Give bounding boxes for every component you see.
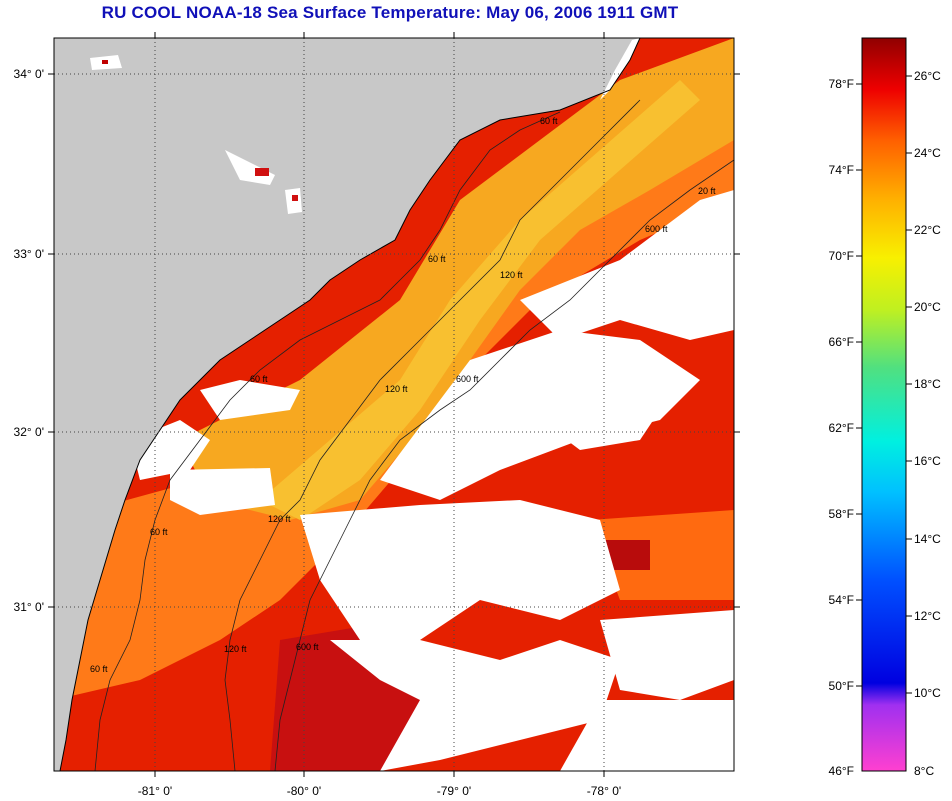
- colorbar-f-label: 50°F: [828, 679, 854, 693]
- contour-label: 120 ft: [500, 270, 523, 280]
- inland-red-spot: [292, 195, 298, 201]
- colorbar-f-label: 46°F: [828, 764, 854, 778]
- colorbar-f-label: 62°F: [828, 421, 854, 435]
- colorbar-ticks: [856, 75, 912, 694]
- contour-label: 120 ft: [385, 384, 408, 394]
- map-title: RU COOL NOAA-18 Sea Surface Temperature:…: [101, 3, 679, 22]
- coastline: [59, 38, 641, 771]
- contour-label: 60 ft: [540, 116, 558, 126]
- colorbar-c-label: 10°C: [914, 686, 941, 700]
- inland-red-spot: [102, 60, 108, 64]
- ocean-yellow-streak: [260, 80, 700, 520]
- cloud-mask: [540, 400, 660, 450]
- lat-label: 34° 0': [13, 67, 44, 81]
- colorbar-c-label: 24°C: [914, 146, 941, 160]
- ocean-orange-patch: [590, 510, 734, 600]
- cloud-mask: [560, 700, 734, 771]
- colorbar-f-label: 58°F: [828, 507, 854, 521]
- lon-label: -78° 0': [586, 784, 622, 798]
- lon-label: -81° 0': [137, 784, 173, 798]
- contour-label: 60 ft: [250, 374, 268, 384]
- cloud-mask: [520, 190, 734, 340]
- contour-60ft: [94, 111, 561, 771]
- lat-label: 32° 0': [13, 425, 44, 439]
- colorbar-f-label: 54°F: [828, 593, 854, 607]
- contour-label: 60 ft: [150, 527, 168, 537]
- graticule: [54, 38, 734, 771]
- ocean-dark-patch: [600, 540, 650, 570]
- coast-strip: [600, 38, 640, 100]
- contour-label: 20 ft: [698, 186, 716, 196]
- colorbar-c-label: 16°C: [914, 454, 941, 468]
- contour-label: 120 ft: [268, 514, 291, 524]
- colorbar-c-label: 26°C: [914, 69, 941, 83]
- contour-label: 120 ft: [224, 644, 247, 654]
- colorbar-f-label: 66°F: [828, 335, 854, 349]
- inland-red-spot: [255, 168, 269, 176]
- colorbar-f-label: 78°F: [828, 77, 854, 91]
- lon-label: -79° 0': [436, 784, 472, 798]
- cloud-mask: [480, 360, 600, 400]
- lon-label: -80° 0': [286, 784, 322, 798]
- map-ticks: [48, 32, 740, 777]
- cloud-mask: [330, 640, 620, 771]
- colorbar: [861, 37, 907, 772]
- contour-label: 60 ft: [428, 254, 446, 264]
- colorbar-c-label: 14°C: [914, 532, 941, 546]
- cloud-mask: [380, 330, 700, 500]
- land-mass: [54, 38, 640, 771]
- contour-label: 600 ft: [645, 224, 668, 234]
- colorbar-c-label: 18°C: [914, 377, 941, 391]
- colorbar-c-label: 8°C: [914, 764, 935, 778]
- lat-label: 33° 0': [13, 247, 44, 261]
- colorbar-c-label: 22°C: [914, 223, 941, 237]
- cloud-mask: [600, 610, 734, 700]
- contour-label: 600 ft: [456, 374, 479, 384]
- map-frame: [53, 37, 735, 772]
- colorbar-c-label: 12°C: [914, 609, 941, 623]
- colorbar-c-label: 20°C: [914, 300, 941, 314]
- cloud-mask: [200, 380, 300, 420]
- lat-label: 31° 0': [13, 600, 44, 614]
- contour-label: 600 ft: [296, 642, 319, 652]
- inland-water: [225, 150, 275, 185]
- contour-120ft: [224, 99, 641, 771]
- colorbar-f-label: 74°F: [828, 163, 854, 177]
- contour-600ft: [274, 159, 734, 771]
- cloud-mask: [170, 468, 275, 515]
- colorbar-f-label: 70°F: [828, 249, 854, 263]
- cloud-mask: [300, 500, 620, 640]
- contour-label: 60 ft: [90, 664, 108, 674]
